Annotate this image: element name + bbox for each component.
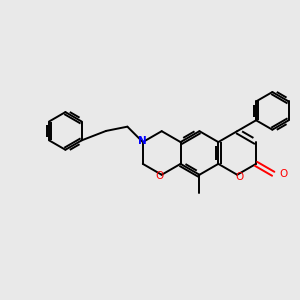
Text: O: O	[156, 171, 164, 181]
Text: O: O	[279, 169, 287, 179]
Text: N: N	[138, 136, 147, 146]
Text: O: O	[235, 172, 243, 182]
